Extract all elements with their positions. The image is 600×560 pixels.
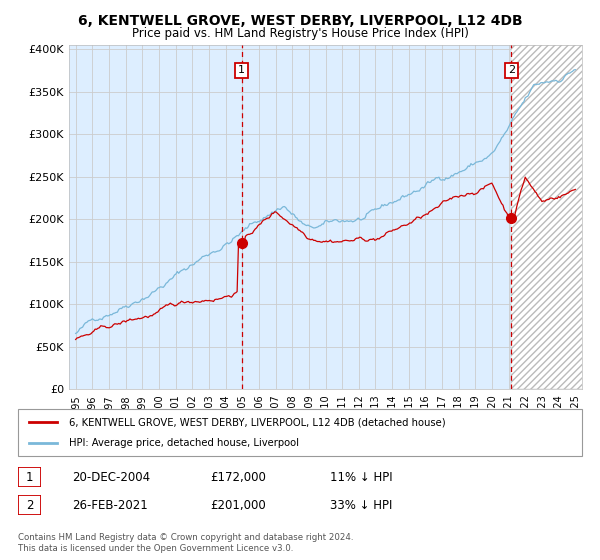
Text: 20-DEC-2004: 20-DEC-2004: [72, 470, 150, 484]
Text: This data is licensed under the Open Government Licence v3.0.: This data is licensed under the Open Gov…: [18, 544, 293, 553]
Text: HPI: Average price, detached house, Liverpool: HPI: Average price, detached house, Live…: [69, 438, 299, 448]
Text: £172,000: £172,000: [210, 470, 266, 484]
Text: 1: 1: [238, 66, 245, 75]
Text: 6, KENTWELL GROVE, WEST DERBY, LIVERPOOL, L12 4DB: 6, KENTWELL GROVE, WEST DERBY, LIVERPOOL…: [77, 14, 523, 28]
Bar: [511, 45, 584, 389]
FancyBboxPatch shape: [18, 495, 41, 515]
FancyBboxPatch shape: [18, 409, 582, 456]
Text: Price paid vs. HM Land Registry's House Price Index (HPI): Price paid vs. HM Land Registry's House …: [131, 27, 469, 40]
FancyBboxPatch shape: [18, 467, 41, 487]
Text: 33% ↓ HPI: 33% ↓ HPI: [330, 498, 392, 512]
Text: 2: 2: [508, 66, 515, 75]
Text: £201,000: £201,000: [210, 498, 266, 512]
Text: 6, KENTWELL GROVE, WEST DERBY, LIVERPOOL, L12 4DB (detached house): 6, KENTWELL GROVE, WEST DERBY, LIVERPOOL…: [69, 417, 445, 427]
Text: 11% ↓ HPI: 11% ↓ HPI: [330, 470, 392, 484]
Text: 1: 1: [26, 470, 33, 484]
Text: Contains HM Land Registry data © Crown copyright and database right 2024.: Contains HM Land Registry data © Crown c…: [18, 533, 353, 542]
Text: 26-FEB-2021: 26-FEB-2021: [72, 498, 148, 512]
Text: 2: 2: [26, 498, 33, 512]
